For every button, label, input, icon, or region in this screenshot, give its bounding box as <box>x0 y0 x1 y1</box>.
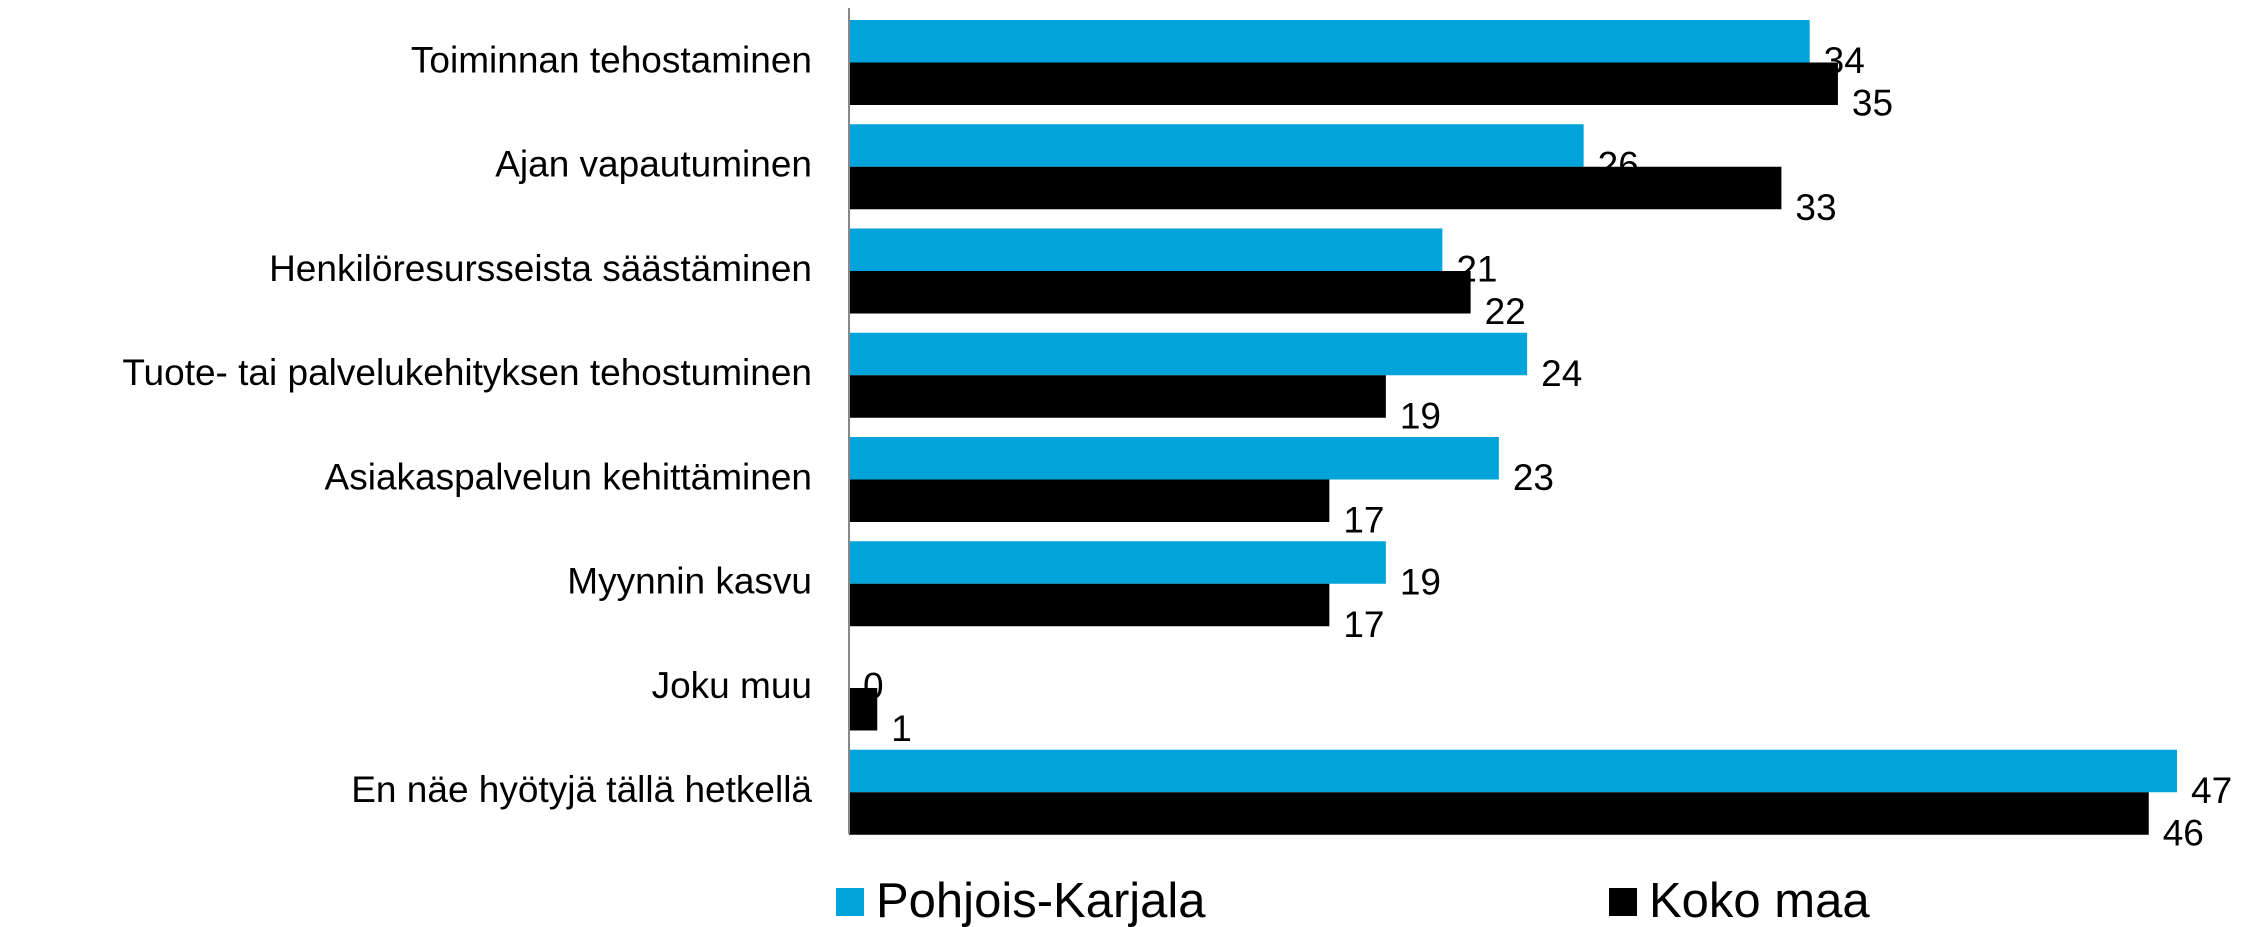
bar <box>849 62 1838 105</box>
bar <box>849 375 1386 418</box>
bar <box>849 124 1584 167</box>
bar <box>849 437 1499 480</box>
bar <box>849 166 1782 210</box>
value-label: 22 <box>1485 291 1526 332</box>
value-label: 17 <box>1343 500 1384 541</box>
value-label: 19 <box>1400 561 1441 602</box>
bar <box>849 688 878 731</box>
legend-label: Koko maa <box>1649 874 1870 927</box>
y-tick-label: Joku muu <box>652 665 812 706</box>
bar <box>849 583 1330 627</box>
legend-swatch <box>836 888 864 916</box>
bar <box>849 479 1330 522</box>
value-label: 24 <box>1541 353 1582 394</box>
bar <box>849 792 2149 835</box>
y-tick-label: Toiminnan tehostaminen <box>411 39 812 80</box>
value-label: 19 <box>1400 395 1441 436</box>
y-tick-label: Asiakaspalvelun kehittäminen <box>325 456 812 497</box>
bar <box>849 271 1471 314</box>
legend-label: Pohjois-Karjala <box>876 874 1206 927</box>
value-label: 23 <box>1513 457 1554 498</box>
bar <box>849 20 1810 63</box>
y-tick-label: Ajan vapautuminen <box>495 144 812 185</box>
y-tick-label: Henkilöresursseista säästäminen <box>269 248 812 289</box>
value-label: 47 <box>2191 770 2232 811</box>
y-tick-label: Myynnin kasvu <box>567 561 812 602</box>
y-tick-label: En näe hyötyjä tällä hetkellä <box>351 769 812 810</box>
value-label: 46 <box>2163 812 2204 853</box>
value-label: 35 <box>1852 83 1893 124</box>
value-label: 17 <box>1343 604 1384 645</box>
bar <box>849 332 1528 376</box>
legend-swatch <box>1609 888 1637 916</box>
y-tick-label: Tuote- tai palvelukehityksen tehostumine… <box>122 352 812 393</box>
bar <box>849 749 2177 793</box>
bar <box>849 228 1443 271</box>
bar <box>849 541 1386 584</box>
value-label: 1 <box>891 708 912 749</box>
value-label: 33 <box>1795 187 1836 228</box>
